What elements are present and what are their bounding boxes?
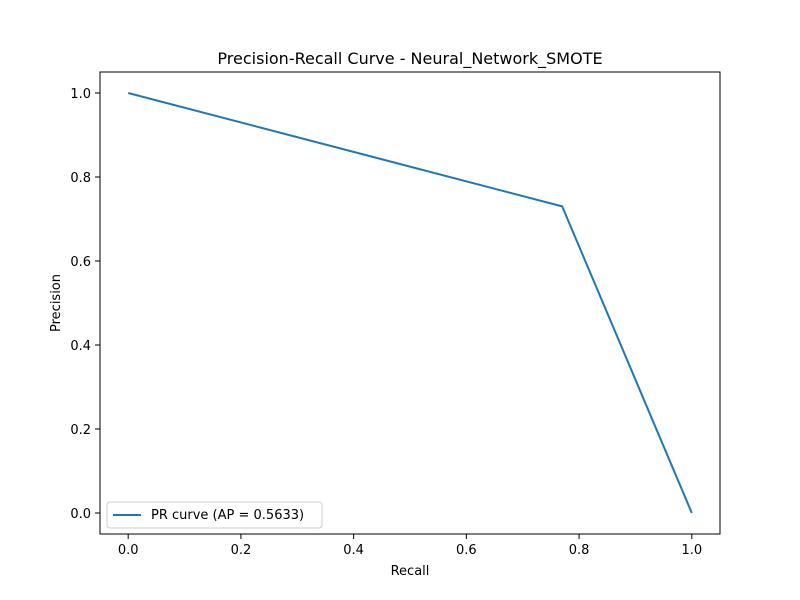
x-tick-label: 0.8 bbox=[569, 543, 590, 558]
plot-frame bbox=[99, 71, 721, 535]
x-tick-label: 0.0 bbox=[118, 543, 139, 558]
legend: PR curve (AP = 0.5633) bbox=[106, 501, 323, 529]
y-tick-label: 0.8 bbox=[70, 171, 91, 186]
x-tick-label: 0.6 bbox=[456, 543, 477, 558]
x-axis-ticks: 0.0 0.2 0.4 0.6 0.8 1.0 bbox=[118, 534, 702, 558]
y-axis-ticks: 0.0 0.2 0.4 0.6 0.8 1.0 bbox=[70, 87, 100, 522]
y-tick-label: 0.4 bbox=[70, 339, 91, 354]
x-tick-label: 0.4 bbox=[343, 543, 364, 558]
x-tick-label: 1.0 bbox=[681, 543, 702, 558]
y-tick-label: 0.2 bbox=[70, 423, 91, 438]
y-tick-label: 0.6 bbox=[70, 255, 91, 270]
x-tick-label: 0.2 bbox=[231, 543, 252, 558]
chart-title: Precision-Recall Curve - Neural_Network_… bbox=[217, 49, 602, 69]
legend-label: PR curve (AP = 0.5633) bbox=[151, 508, 304, 523]
series-line-pr-curve bbox=[127, 92, 693, 514]
y-axis-label: Precision bbox=[49, 274, 64, 332]
series-layer bbox=[127, 92, 693, 514]
legend-box bbox=[106, 501, 323, 529]
y-tick-label: 1.0 bbox=[70, 87, 91, 102]
x-axis-label: Recall bbox=[391, 564, 430, 579]
y-tick-label: 0.0 bbox=[70, 507, 91, 522]
